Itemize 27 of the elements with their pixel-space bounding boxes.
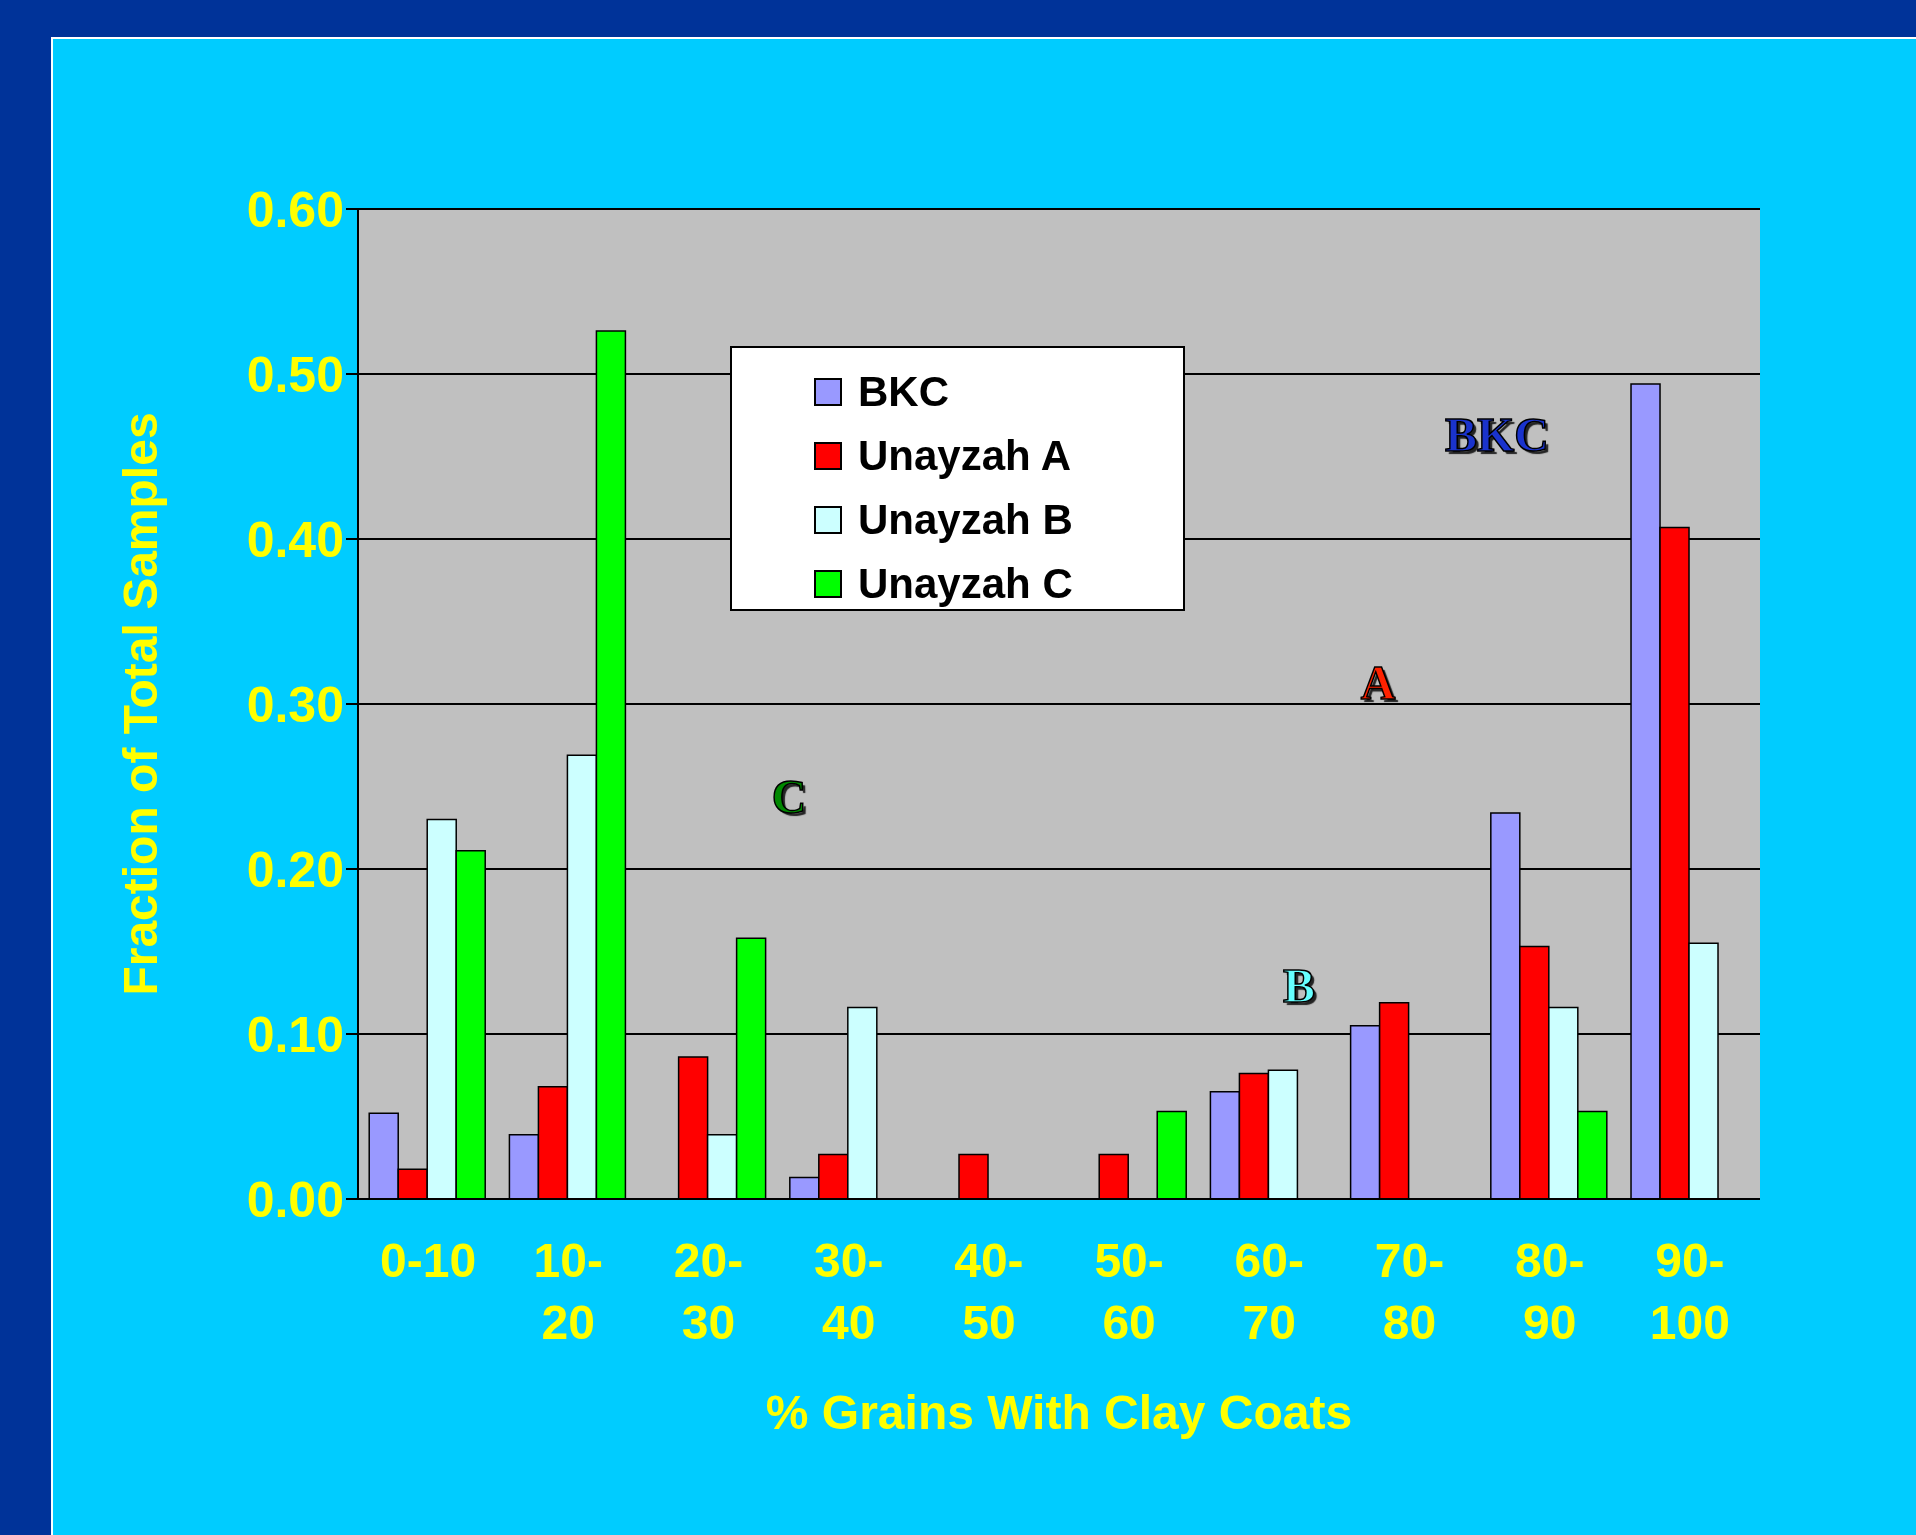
legend-label: Unayzah B	[857, 495, 1074, 545]
annotation: C	[771, 768, 807, 824]
annotation: A	[1360, 654, 1396, 710]
x-tick-label: 10-20	[533, 1234, 603, 1349]
y-tick-label: 0.30	[246, 676, 344, 733]
x-tick-label: 20-30	[673, 1234, 744, 1349]
legend-label: Unayzah C	[857, 559, 1074, 609]
x-tick-label: 80-90	[1515, 1234, 1585, 1349]
x-tick-label: 60-70	[1234, 1234, 1304, 1349]
y-tick-label: 0.50	[246, 346, 344, 403]
x-tick-label: 0-10	[380, 1234, 477, 1287]
x-axis-title: % Grains With Clay Coats	[764, 1385, 1354, 1440]
legend-label: BKC	[857, 367, 950, 417]
y-tick-label: 0.20	[246, 841, 344, 898]
y-tick-label: 0.60	[246, 181, 344, 238]
y-axis-title: Fraction of Total Samples	[112, 412, 168, 996]
annotation: B	[1282, 957, 1316, 1013]
y-tick-label: 0.00	[246, 1171, 344, 1228]
y-tick-label: 0.10	[246, 1006, 344, 1063]
x-tick-label: 90-100	[1649, 1234, 1730, 1349]
x-tick-label: 70-80	[1374, 1234, 1445, 1349]
x-tick-label: 30-40	[814, 1234, 884, 1349]
y-tick-label: 0.40	[246, 511, 344, 568]
legend-label: Unayzah A	[857, 431, 1073, 481]
x-tick-label: 40-50	[954, 1234, 1024, 1349]
annotation: BKC	[1444, 406, 1550, 462]
x-tick-label: 50-60	[1094, 1234, 1164, 1349]
